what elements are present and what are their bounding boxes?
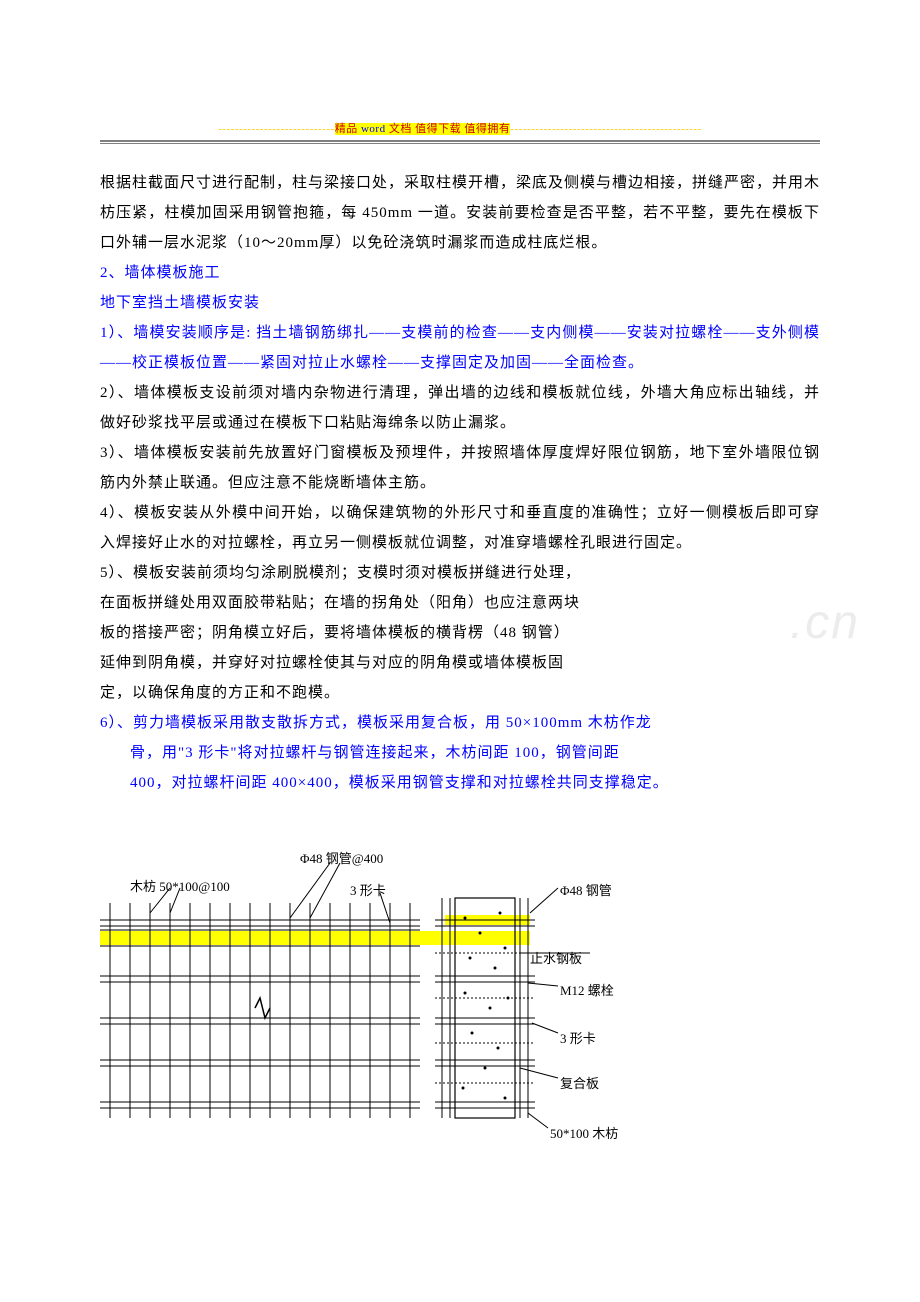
page-container: ----------------------------精品 word 文档 值… — [0, 0, 920, 1188]
para-6a: 5）、模板安装前须均匀涂刷脱模剂；支模时须对模板拼缝进行处理， — [100, 558, 820, 588]
para-7a: 6）、剪力墙模板采用散支散拆方式，模板采用复合板，用 50×100mm 木枋作龙 — [100, 708, 820, 738]
diagram-svg — [100, 858, 820, 1148]
header-suffix: 文档 值得下载 值得拥有 — [386, 123, 511, 135]
header-prefix: 精品 — [335, 123, 361, 135]
para-1: 根据柱截面尺寸进行配制，柱与梁接口处，采取柱模开槽，梁底及侧模与槽边相接，拼缝严… — [100, 168, 820, 258]
header-rule — [100, 140, 820, 144]
heading-3: 地下室挡土墙模板安装 — [100, 288, 820, 318]
para-6d: 延伸到阴角模，并穿好对拉螺栓使其与对应的阴角模或墙体模板固 — [100, 648, 820, 678]
diagram: Φ48 钢管@400 木枋 50*100@100 3 形卡 Φ48 钢管 止水钢… — [100, 858, 820, 1148]
header-dash-left: ---------------------------- — [218, 123, 335, 135]
body-text: 根据柱截面尺寸进行配制，柱与梁接口处，采取柱模开槽，梁底及侧模与槽边相接，拼缝严… — [100, 168, 820, 798]
header-dash-right: ----------------------------------------… — [510, 123, 702, 135]
heading-2: 2、墙体模板施工 — [100, 258, 820, 288]
para-3: 2）、墙体模板支设前须对墙内杂物进行清理，弹出墙的边线和模板就位线，外墙大角应标… — [100, 378, 820, 438]
header-banner: ----------------------------精品 word 文档 值… — [100, 120, 820, 136]
header-highlight: 精品 word 文档 值得下载 值得拥有 — [335, 123, 511, 135]
para-7b: 骨，用"3 形卡"将对拉螺杆与钢管连接起来，木枋间距 100，钢管间距 — [100, 738, 820, 768]
para-6c: 板的搭接严密；阴角模立好后，要将墙体模板的横背楞（48 钢管） — [100, 618, 820, 648]
para-7c: 400，对拉螺杆间距 400×400，模板采用钢管支撑和对拉螺栓共同支撑稳定。 — [100, 768, 820, 798]
header-word: word — [361, 123, 386, 135]
para-4: 3）、墙体模板安装前先放置好门窗模板及预埋件，并按照墙体厚度焊好限位钢筋，地下室… — [100, 438, 820, 498]
para-5: 4）、模板安装从外模中间开始，以确保建筑物的外形尺寸和垂直度的准确性；立好一侧模… — [100, 498, 820, 558]
para-6b: 在面板拼缝处用双面胶带粘贴；在墙的拐角处（阳角）也应注意两块 — [100, 588, 820, 618]
para-2: 1）、墙模安装顺序是: 挡土墙钢筋绑扎——支模前的检查——支内侧模——安装对拉螺… — [100, 318, 820, 378]
para-6e: 定，以确保角度的方正和不跑模。 — [100, 678, 820, 708]
